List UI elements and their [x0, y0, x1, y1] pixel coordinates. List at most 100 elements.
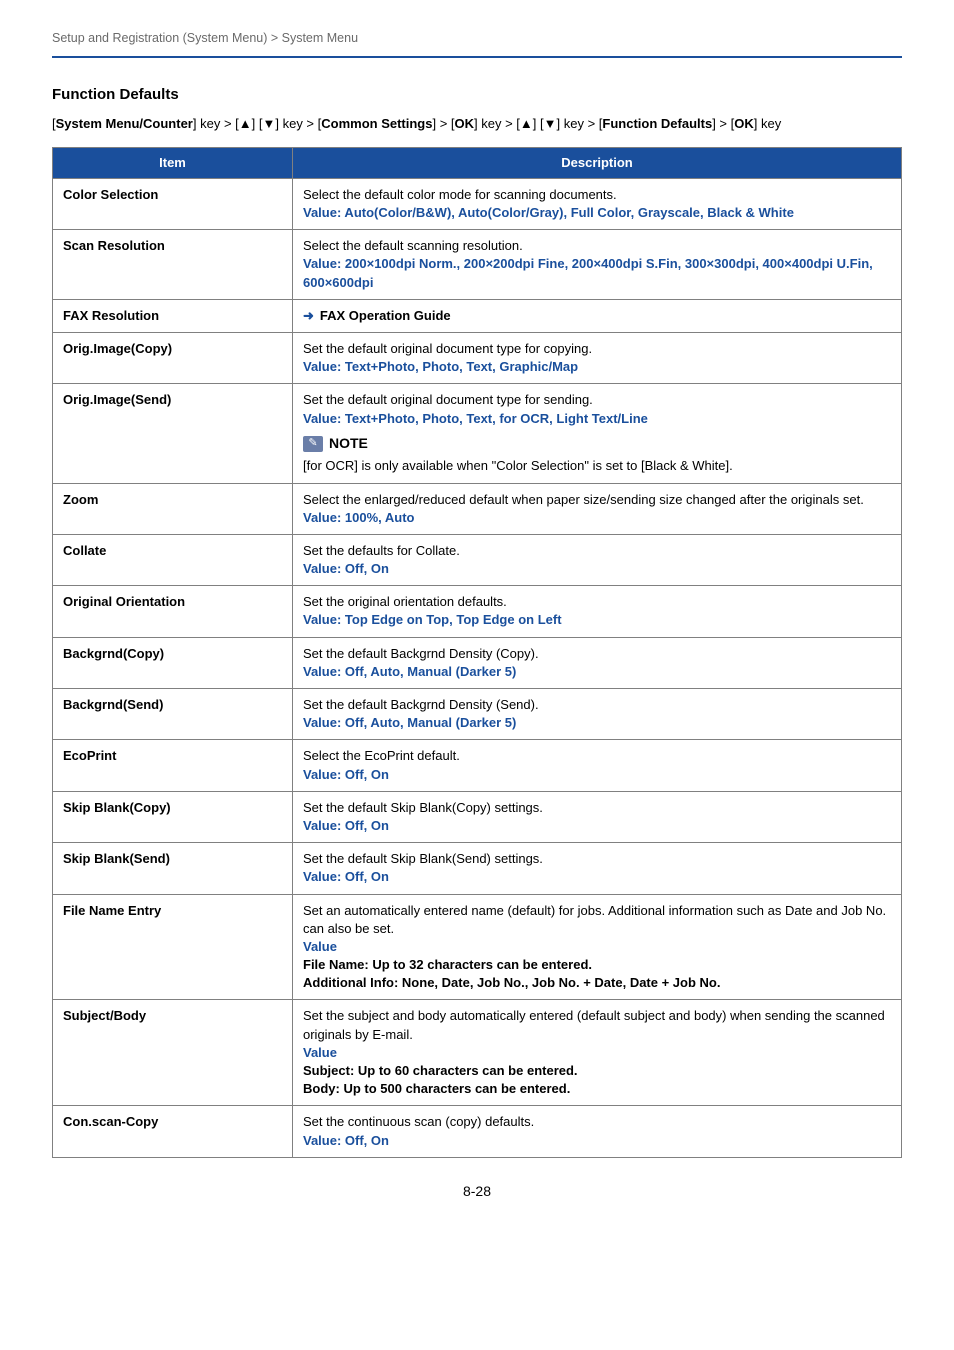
bc-key: Function Defaults — [602, 116, 712, 131]
value-text: : Text+Photo, Photo, Text, Graphic/Map — [337, 359, 578, 374]
desc-text: Select the default color mode for scanni… — [303, 186, 891, 204]
nav-breadcrumb: [System Menu/Counter] key > [▲] [▼] key … — [52, 115, 902, 133]
table-row: FAX Resolution ➜ FAX Operation Guide — [53, 299, 902, 332]
table-row: Color Selection Select the default color… — [53, 178, 902, 229]
table-row: Subject/Body Set the subject and body au… — [53, 1000, 902, 1106]
value-line: Additional Info: None, Date, Job No., Jo… — [303, 974, 891, 992]
item-cell: Original Orientation — [53, 586, 293, 637]
desc-cell: Set the continuous scan (copy) defaults.… — [293, 1106, 902, 1157]
desc-cell: Set the defaults for Collate. Value: Off… — [293, 534, 902, 585]
value-text: : 200×100dpi Norm., 200×200dpi Fine, 200… — [303, 256, 873, 289]
value-label: Value — [303, 869, 337, 884]
value-label: Value — [303, 612, 337, 627]
desc-text: Set the continuous scan (copy) defaults. — [303, 1113, 891, 1131]
bc-text: ] key > [ — [275, 116, 321, 131]
desc-cell: Set the default original document type f… — [293, 384, 902, 483]
value-label: Value — [303, 411, 337, 426]
bc-text: ] key > [ — [474, 116, 520, 131]
item-cell: FAX Resolution — [53, 299, 293, 332]
value-line: File Name: Up to 32 characters can be en… — [303, 956, 891, 974]
note-label: NOTE — [329, 434, 368, 454]
desc-cell: Select the default scanning resolution. … — [293, 230, 902, 300]
item-cell: Zoom — [53, 483, 293, 534]
value-text: : Auto(Color/B&W), Auto(Color/Gray), Ful… — [337, 205, 794, 220]
table-row: Orig.Image(Send) Set the default origina… — [53, 384, 902, 483]
bc-key: OK — [455, 116, 475, 131]
bc-text: ] > [ — [712, 116, 734, 131]
item-cell: Skip Blank(Send) — [53, 843, 293, 894]
value-label: Value — [303, 938, 891, 956]
bc-text: ] [ — [252, 116, 263, 131]
header-breadcrumb: Setup and Registration (System Menu) > S… — [52, 30, 902, 58]
value-text: : 100%, Auto — [337, 510, 415, 525]
bc-key: OK — [734, 116, 754, 131]
value-text: : Off, On — [337, 767, 389, 782]
desc-text: Set an automatically entered name (defau… — [303, 902, 891, 938]
table-row: Skip Blank(Send) Set the default Skip Bl… — [53, 843, 902, 894]
bc-key: ▼ — [544, 116, 557, 131]
table-row: Orig.Image(Copy) Set the default origina… — [53, 333, 902, 384]
value-label: Value — [303, 561, 337, 576]
value-text: : Off, On — [337, 561, 389, 576]
table-row: Original Orientation Set the original or… — [53, 586, 902, 637]
item-cell: Backgrnd(Copy) — [53, 637, 293, 688]
value-text: : Off, Auto, Manual (Darker 5) — [337, 664, 516, 679]
table-row: Backgrnd(Copy) Set the default Backgrnd … — [53, 637, 902, 688]
value-label: Value — [303, 205, 337, 220]
desc-text: Set the default Skip Blank(Copy) setting… — [303, 799, 891, 817]
desc-cell: Set the default Skip Blank(Send) setting… — [293, 843, 902, 894]
col-desc: Description — [293, 147, 902, 178]
item-cell: Collate — [53, 534, 293, 585]
value-label: Value — [303, 510, 337, 525]
table-row: Backgrnd(Send) Set the default Backgrnd … — [53, 689, 902, 740]
bc-key: ▼ — [262, 116, 275, 131]
desc-text: Select the EcoPrint default. — [303, 747, 891, 765]
arrow-icon: ➜ — [303, 308, 314, 323]
item-cell: File Name Entry — [53, 894, 293, 1000]
desc-text: Set the defaults for Collate. — [303, 542, 891, 560]
bc-text: ] > [ — [432, 116, 454, 131]
page-number: 8-28 — [52, 1182, 902, 1202]
item-cell: Skip Blank(Copy) — [53, 791, 293, 842]
bc-text: ] [ — [533, 116, 544, 131]
bc-text: ] key > [ — [557, 116, 603, 131]
desc-cell: Set the original orientation defaults. V… — [293, 586, 902, 637]
item-cell: Orig.Image(Copy) — [53, 333, 293, 384]
value-label: Value — [303, 767, 337, 782]
desc-cell: ➜ FAX Operation Guide — [293, 299, 902, 332]
desc-cell: Set the default Backgrnd Density (Send).… — [293, 689, 902, 740]
table-row: EcoPrint Select the EcoPrint default. Va… — [53, 740, 902, 791]
note-icon: ✎ — [303, 436, 323, 452]
value-text: : Off, On — [337, 869, 389, 884]
value-text: : Text+Photo, Photo, Text, for OCR, Ligh… — [337, 411, 648, 426]
value-text: : Top Edge on Top, Top Edge on Left — [337, 612, 562, 627]
desc-cell: Set the default Skip Blank(Copy) setting… — [293, 791, 902, 842]
item-cell: Con.scan-Copy — [53, 1106, 293, 1157]
item-cell: EcoPrint — [53, 740, 293, 791]
section-title: Function Defaults — [52, 84, 902, 105]
table-row: Con.scan-Copy Set the continuous scan (c… — [53, 1106, 902, 1157]
fax-guide-link[interactable]: FAX Operation Guide — [320, 308, 451, 323]
desc-text: Select the enlarged/reduced default when… — [303, 491, 891, 509]
value-line: Body: Up to 500 characters can be entere… — [303, 1080, 891, 1098]
bc-text: ] key — [754, 116, 781, 131]
desc-text: Set the default original document type f… — [303, 391, 891, 409]
desc-cell: Set an automatically entered name (defau… — [293, 894, 902, 1000]
desc-cell: Set the default Backgrnd Density (Copy).… — [293, 637, 902, 688]
item-cell: Subject/Body — [53, 1000, 293, 1106]
table-row: File Name Entry Set an automatically ent… — [53, 894, 902, 1000]
value-label: Value — [303, 359, 337, 374]
value-label: Value — [303, 664, 337, 679]
bc-key: ▲ — [520, 116, 533, 131]
desc-cell: Select the default color mode for scanni… — [293, 178, 902, 229]
value-line: Subject: Up to 60 characters can be ente… — [303, 1062, 891, 1080]
item-cell: Backgrnd(Send) — [53, 689, 293, 740]
desc-text: Set the original orientation defaults. — [303, 593, 891, 611]
desc-cell: Set the subject and body automatically e… — [293, 1000, 902, 1106]
settings-table: Item Description Color Selection Select … — [52, 147, 902, 1158]
value-text: : Off, Auto, Manual (Darker 5) — [337, 715, 516, 730]
table-row: Collate Set the defaults for Collate. Va… — [53, 534, 902, 585]
desc-cell: Select the EcoPrint default. Value: Off,… — [293, 740, 902, 791]
value-label: Value — [303, 715, 337, 730]
desc-cell: Set the default original document type f… — [293, 333, 902, 384]
